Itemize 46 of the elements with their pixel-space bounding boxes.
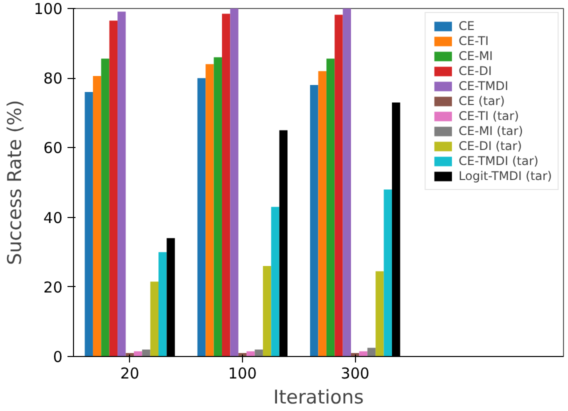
bar: [158, 252, 167, 356]
bar: [271, 206, 280, 356]
x-tick-label: 20: [120, 364, 140, 382]
bar: [84, 92, 93, 356]
bar: [150, 282, 158, 356]
bar: [118, 12, 126, 356]
y-tick-label: 20: [43, 278, 63, 296]
legend-label: CE-TI: [458, 34, 489, 48]
bar: [142, 350, 150, 356]
bar: [262, 266, 272, 356]
bar: [334, 14, 343, 356]
legend-label: CE-TI (tar): [458, 109, 519, 123]
y-tick-label: 60: [43, 139, 63, 158]
bar: [109, 20, 118, 356]
bar: [222, 14, 230, 356]
bar: [92, 76, 102, 356]
y-tick-label: 0: [52, 348, 63, 366]
legend-label: CE-MI (tar): [458, 124, 524, 138]
bar: [254, 350, 263, 356]
bar: [230, 8, 238, 356]
bar: [342, 8, 352, 356]
bar: [384, 189, 392, 356]
x-tick-label: 300: [340, 364, 370, 382]
bar: [310, 85, 318, 356]
legend-label: CE-MI: [458, 49, 493, 63]
legend-label: CE: [458, 19, 476, 33]
x-axis-title: Iterations: [273, 386, 364, 408]
y-axis-title: Success Rate (%): [4, 100, 26, 266]
y-tick-label: 100: [34, 0, 63, 18]
legend-label: CE (tar): [458, 94, 505, 108]
legend-label: CE-TMDI: [458, 79, 508, 93]
bar: [367, 348, 376, 356]
bar: [326, 58, 335, 356]
bar: [206, 64, 214, 356]
bar: [376, 271, 384, 356]
bar: [318, 71, 326, 356]
y-tick-label: 40: [43, 208, 63, 227]
bar: [197, 78, 206, 356]
legend-label: CE-DI (tar): [458, 139, 522, 153]
legend-label: CE-TMDI (tar): [458, 154, 538, 168]
legend-label: CE-DI: [458, 64, 492, 78]
y-tick-label: 80: [43, 70, 63, 88]
bar: [214, 57, 222, 356]
x-tick-label: 100: [228, 364, 257, 382]
bar: [101, 58, 110, 356]
legend-label: Logit-TMDI (tar): [458, 169, 552, 183]
